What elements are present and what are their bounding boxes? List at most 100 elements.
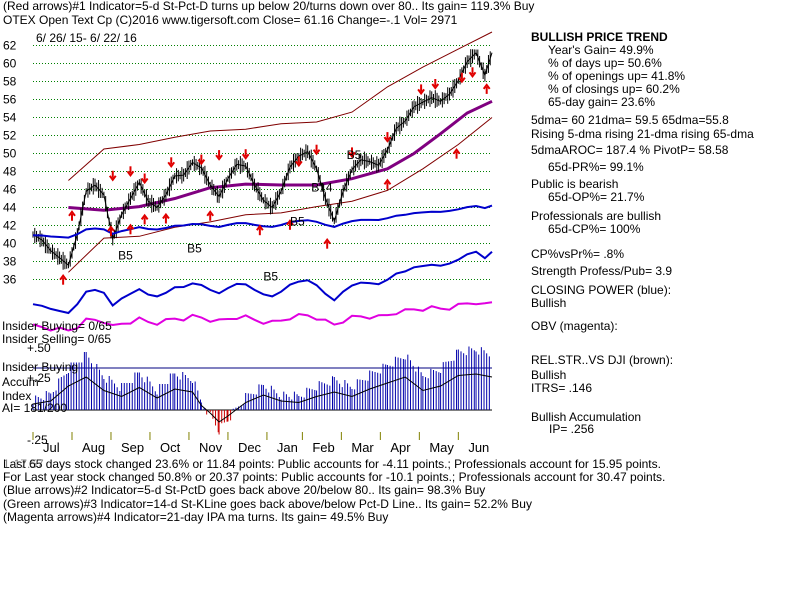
public-op: 65d-OP%= 21.7% [548, 190, 645, 204]
accum-title: Bullish Accumulation [531, 410, 642, 424]
y-tick-56: 56 [3, 93, 17, 107]
red-arrow-up-head [383, 178, 392, 185]
index-label: Index [2, 389, 32, 403]
red-arrow-down-head [167, 161, 176, 168]
envelope-bands [68, 31, 493, 273]
accumulation-index [32, 346, 493, 435]
public-title: Public is bearish [531, 177, 619, 191]
b-label: B5 [347, 148, 362, 162]
y-axis-labels: 62 60 58 56 54 52 50 48 46 44 42 40 38 36 [3, 39, 17, 287]
indicator-3-caption: (Green arrows)#3 Indicator=14-d St-KLine… [3, 497, 532, 511]
itrs-value: ITRS= .146 [531, 381, 593, 395]
x-tick-Jul: Jul [43, 440, 60, 455]
rising-mas: Rising 5-dma rising 21-dma rising 65-dma [531, 127, 754, 141]
b-label: B14 [311, 180, 333, 194]
closing-power-line [32, 204, 493, 315]
y-tick-60: 60 [3, 57, 17, 71]
red-arrow-up-head [323, 238, 331, 245]
years-gain: Year's Gain= 49.9% [548, 43, 654, 57]
indicator-1-caption: (Red arrows)#1 Indicator=5-d St-Pct-D tu… [3, 0, 535, 13]
red-arrow-down-head [468, 71, 477, 78]
red-arrow-up-head [140, 213, 149, 220]
date-range: 6/ 26/ 15- 6/ 22/ 16 [36, 31, 137, 45]
y-tick-44: 44 [3, 201, 17, 215]
red-arrow-up-head [59, 274, 67, 281]
indicator-4-caption: (Magenta arrows)#4 Indicator=21-day IPA … [3, 510, 389, 524]
x-tick-Oct: Oct [160, 440, 181, 455]
price-line [32, 51, 493, 266]
red-arrow-down-head [312, 149, 321, 156]
price-series [32, 49, 493, 270]
relstr-label: REL.STR..VS DJI (brown): [531, 353, 674, 367]
accum-tick-mid: +.25 [27, 371, 51, 385]
red-arrow-down-head [215, 154, 223, 161]
strength: Strength Profess/Pub= 3.9 [531, 264, 673, 278]
ip-value: IP= .256 [549, 422, 595, 436]
red-arrow-down-head [431, 83, 440, 90]
ma65 [68, 99, 493, 212]
aroc-pivot: 5dmaAROC= 187.4 % PivotP= 58.58 [531, 143, 729, 157]
x-tick-Dec: Dec [238, 440, 262, 455]
red-arrow-down-head [295, 160, 303, 168]
red-arrow-down-head [126, 170, 135, 177]
accum-tick-bottom: -.25 [27, 433, 48, 447]
insider-buying: Insider Buying= 0/65 [2, 319, 112, 333]
x-tick-Sep: Sep [121, 440, 144, 455]
red-arrow-down-head [140, 177, 149, 185]
ma65-line [68, 99, 493, 212]
x-tick-Jan: Jan [277, 440, 298, 455]
accum-ma [32, 373, 493, 423]
b-label: B5 [187, 242, 202, 256]
pr-percent: 65d-PR%= 99.1% [548, 160, 644, 174]
insider-buying-label: Insider Buying [2, 360, 79, 374]
footer-year: For Last year stock changed 50.8% or 20.… [3, 470, 666, 484]
y-tick-48: 48 [3, 165, 17, 179]
red-arrow-up-head [256, 224, 264, 231]
red-arrow-down-head [383, 136, 392, 143]
footer-65day-overlay: 1-17.57 [3, 457, 44, 471]
x-tick-Apr: Apr [390, 440, 411, 455]
b-label: B5 [290, 215, 305, 229]
y-tick-50: 50 [3, 147, 17, 161]
red-arrow-down-head [348, 151, 356, 159]
red-arrow-down-head [108, 175, 117, 182]
y-tick-58: 58 [3, 75, 17, 89]
red-arrow-up-head [452, 148, 461, 155]
b-label: B5 [118, 249, 133, 263]
x-tick-Aug: Aug [82, 440, 105, 455]
x-tick-Mar: Mar [351, 440, 374, 455]
cp-vs-pr: CP%vsPr%= .8% [531, 247, 625, 261]
quote-line: OTEX Open Text Cp (C)2016 www.tigersoft.… [3, 13, 458, 27]
y-tick-62: 62 [3, 39, 17, 53]
gain-65d: 65-day gain= 23.6% [548, 95, 656, 109]
red-arrow-up-head [162, 212, 170, 220]
trend-title: BULLISH PRICE TREND [531, 30, 668, 44]
red-arrow-up-head [126, 223, 135, 230]
red-arrow-up-head [68, 210, 76, 217]
b-signal-labels: B5 B5 B5 B5 B14 B5 [118, 148, 362, 284]
x-tick-Jun: Jun [468, 440, 489, 455]
closing-power-upper [32, 204, 493, 239]
signal-arrows [59, 67, 491, 285]
red-arrow-down-head [241, 153, 250, 160]
accum-label: Accum [2, 375, 39, 389]
upper-band [68, 31, 493, 181]
insider-selling: Insider Selling= 0/65 [2, 332, 112, 346]
days-up: % of days up= 50.6% [548, 56, 662, 70]
grid-lines [33, 45, 492, 280]
y-tick-52: 52 [3, 129, 17, 143]
red-arrow-up-head [286, 219, 294, 226]
red-arrow-down-head [458, 77, 466, 84]
red-arrow-up-head [107, 225, 115, 232]
red-arrow-up-head [482, 83, 491, 90]
ai-value: AI= 181/200 [2, 401, 68, 415]
professionals-title: Professionals are bullish [531, 209, 662, 223]
closing-power-status: Bullish [531, 296, 567, 310]
closing-power-label: CLOSING POWER (blue): [531, 283, 672, 297]
professionals-cp: 65d-CP%= 100% [548, 222, 641, 236]
b-label: B5 [263, 269, 278, 283]
y-tick-38: 38 [3, 255, 17, 269]
openings-up: % of openings up= 41.8% [548, 69, 686, 83]
relstr-status: Bullish [531, 368, 567, 382]
